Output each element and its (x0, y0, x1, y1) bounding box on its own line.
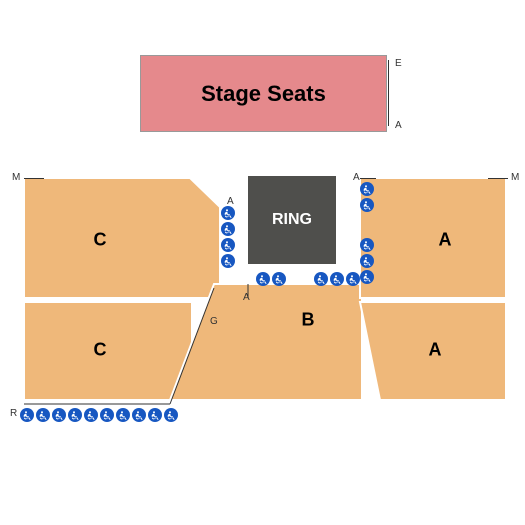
row-label-0: M (12, 172, 20, 183)
section-label-C-lower: C (94, 340, 107, 361)
row-line-1 (488, 178, 508, 179)
row-label-4: A (243, 292, 250, 303)
wheelchair-icon[interactable] (148, 408, 162, 422)
section-A-upper[interactable] (360, 178, 506, 298)
wheelchair-icon[interactable] (20, 408, 34, 422)
wheelchair-icon[interactable] (256, 272, 270, 286)
wheelchair-icon[interactable] (100, 408, 114, 422)
wheelchair-icon[interactable] (221, 222, 235, 236)
wheelchair-icon[interactable] (272, 272, 286, 286)
wheelchair-icon[interactable] (84, 408, 98, 422)
row-label-3: A (353, 172, 360, 183)
wheelchair-icon[interactable] (360, 254, 374, 268)
section-label-B: B (302, 310, 315, 331)
wheelchair-icon[interactable] (132, 408, 146, 422)
wheelchair-icon[interactable] (346, 272, 360, 286)
wheelchair-icon[interactable] (221, 206, 235, 220)
row-line-0 (24, 178, 44, 179)
seating-chart: Stage Seats E A RING CCBAA MMAAAGR (0, 0, 525, 525)
wheelchair-icon[interactable] (360, 198, 374, 212)
row-label-5: G (210, 316, 218, 327)
wheelchair-icon[interactable] (52, 408, 66, 422)
row-label-6: R (10, 408, 17, 419)
sections-layer (0, 0, 525, 525)
section-C-upper[interactable] (24, 178, 220, 298)
wheelchair-icon[interactable] (68, 408, 82, 422)
row-label-1: M (511, 172, 519, 183)
section-label-A-lower: A (429, 340, 442, 361)
wheelchair-icon[interactable] (221, 254, 235, 268)
section-B[interactable] (170, 284, 362, 400)
wheelchair-icon[interactable] (164, 408, 178, 422)
wheelchair-icon[interactable] (330, 272, 344, 286)
section-label-C-upper: C (94, 230, 107, 251)
row-line-2 (360, 178, 376, 179)
wheelchair-icon[interactable] (360, 182, 374, 196)
wheelchair-icon[interactable] (360, 270, 374, 284)
wheelchair-icon[interactable] (360, 238, 374, 252)
wheelchair-icon[interactable] (314, 272, 328, 286)
wheelchair-icon[interactable] (36, 408, 50, 422)
wheelchair-icon[interactable] (221, 238, 235, 252)
section-label-A-upper: A (439, 230, 452, 251)
wheelchair-icon[interactable] (116, 408, 130, 422)
section-C-lower[interactable] (24, 302, 192, 400)
